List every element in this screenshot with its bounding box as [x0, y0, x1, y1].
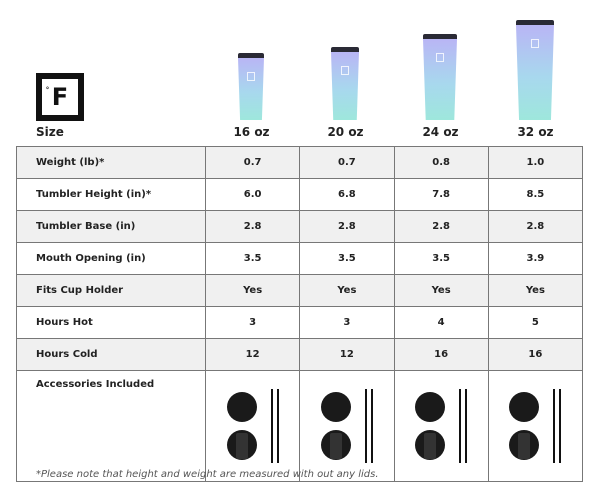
row-value: 3	[204, 306, 301, 339]
row-label: Hours Cold	[16, 338, 206, 371]
row-value: 8.5	[487, 178, 584, 211]
row-value: 3.5	[204, 242, 301, 275]
row-value: 3	[299, 306, 395, 339]
row-value: 6.8	[299, 178, 395, 211]
row-value: 0.7	[299, 146, 395, 179]
table-row: Mouth Opening (in) 3.5 3.5 3.5 3.9	[16, 242, 584, 275]
lid-icon	[226, 392, 257, 422]
tumbler-image	[516, 20, 554, 120]
flip-lid-icon	[320, 430, 351, 460]
row-value: 3.5	[393, 242, 489, 275]
spec-table: Weight (lb)* 0.7 0.7 0.8 1.0 Tumbler Height (…	[16, 146, 584, 482]
row-value: 12	[204, 338, 301, 371]
flip-lid-icon	[226, 430, 257, 460]
row-value: Yes	[487, 274, 584, 307]
tumbler-image	[331, 47, 359, 120]
straw-icon	[370, 389, 373, 463]
tumbler-logo	[247, 72, 255, 81]
row-value: 12	[299, 338, 395, 371]
row-value: 7.8	[393, 178, 489, 211]
row-value: 3.9	[487, 242, 584, 275]
tumbler-image	[238, 53, 264, 120]
tumbler-body	[331, 52, 359, 120]
tumbler-body	[516, 25, 554, 120]
tumbler-lid	[516, 20, 554, 25]
straw-icon	[276, 389, 279, 463]
accessories-cell	[393, 370, 489, 482]
tumbler-body	[238, 58, 264, 120]
row-value: 0.7	[204, 146, 301, 179]
table-row: Weight (lb)* 0.7 0.7 0.8 1.0	[16, 146, 584, 179]
row-value: 6.0	[204, 178, 301, 211]
row-value: 2.8	[487, 210, 584, 243]
row-value: 0.8	[393, 146, 489, 179]
tumbler-lid	[423, 34, 457, 39]
straw-icon	[465, 389, 468, 463]
tumbler-logo	[531, 39, 539, 48]
row-value: 16	[487, 338, 584, 371]
straw-icon	[270, 389, 273, 463]
tumbler-lid	[331, 47, 359, 52]
row-value: Yes	[393, 274, 489, 307]
table-row: Tumbler Base (in) 2.8 2.8 2.8 2.8	[16, 210, 584, 243]
row-value: 5	[487, 306, 584, 339]
row-label: Mouth Opening (in)	[16, 242, 206, 275]
size-header: 20 oz	[327, 125, 364, 139]
tumbler-lid	[238, 53, 264, 58]
straw-icon	[553, 389, 556, 463]
table-row: Fits Cup Holder Yes Yes Yes Yes	[16, 274, 584, 307]
size-header: 24 oz	[422, 125, 459, 139]
row-value: 1.0	[487, 146, 584, 179]
row-value: Yes	[204, 274, 301, 307]
flip-lid-icon	[509, 430, 540, 460]
row-label: Fits Cup Holder	[16, 274, 206, 307]
size-header: 16 oz	[233, 125, 270, 139]
tumbler-logo	[341, 66, 349, 75]
table-row: Hours Hot 3 3 4 5	[16, 306, 584, 339]
straw-icon	[559, 389, 562, 463]
row-label: Tumbler Base (in)	[16, 210, 206, 243]
size-label: Size	[36, 125, 64, 139]
row-label: Accessories Included	[16, 370, 206, 482]
row-value: Yes	[299, 274, 395, 307]
row-label: Hours Hot	[16, 306, 206, 339]
flip-lid-icon	[415, 430, 446, 460]
row-value: 2.8	[393, 210, 489, 243]
table-row-accessories: Accessories Included	[16, 370, 584, 482]
accessories-cell	[204, 370, 301, 482]
brand-logo: ° F	[36, 73, 84, 121]
table-row: Tumbler Height (in)* 6.0 6.8 7.8 8.5	[16, 178, 584, 211]
tumbler-logo	[436, 53, 444, 62]
row-value: 4	[393, 306, 489, 339]
row-value: 3.5	[299, 242, 395, 275]
lid-icon	[509, 392, 540, 422]
size-header: 32 oz	[517, 125, 554, 139]
straw-icon	[459, 389, 462, 463]
tumbler-image	[423, 34, 457, 120]
lid-icon	[320, 392, 351, 422]
row-value: 2.8	[204, 210, 301, 243]
row-label: Tumbler Height (in)*	[16, 178, 206, 211]
row-value: 16	[393, 338, 489, 371]
accessories-cell	[299, 370, 395, 482]
table-row: Hours Cold 12 12 16 16	[16, 338, 584, 371]
straw-icon	[364, 389, 367, 463]
footnote: *Please note that height and weight are …	[36, 469, 379, 480]
lid-icon	[415, 392, 446, 422]
row-value: 2.8	[299, 210, 395, 243]
tumbler-body	[423, 39, 457, 120]
accessories-cell	[487, 370, 584, 482]
row-label: Weight (lb)*	[16, 146, 206, 179]
